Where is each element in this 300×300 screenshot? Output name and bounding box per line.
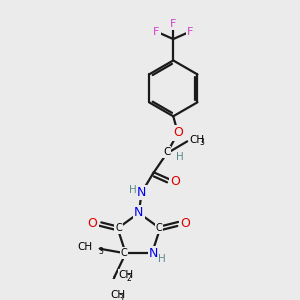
Text: 3: 3 (99, 247, 103, 256)
Text: H: H (129, 185, 137, 195)
Text: CH: CH (77, 242, 92, 252)
Text: CH: CH (110, 290, 125, 300)
Text: 3: 3 (118, 294, 123, 300)
Text: O: O (170, 175, 180, 188)
Text: H: H (176, 152, 184, 162)
Text: N: N (134, 206, 143, 220)
Text: H: H (158, 254, 166, 264)
Text: C: C (163, 147, 170, 157)
Text: CH: CH (118, 270, 134, 280)
Text: F: F (187, 27, 193, 37)
Text: C: C (121, 248, 127, 258)
Text: CH: CH (189, 134, 204, 145)
Text: F: F (170, 19, 176, 29)
Text: 3: 3 (199, 138, 204, 147)
Text: F: F (153, 27, 160, 37)
Text: O: O (88, 217, 98, 230)
Text: C: C (115, 224, 122, 233)
Text: O: O (180, 217, 190, 230)
Text: 2: 2 (127, 274, 131, 283)
Text: O: O (173, 127, 183, 140)
Text: N: N (137, 186, 146, 199)
Text: N: N (134, 206, 143, 220)
Text: C: C (156, 224, 163, 233)
Text: N: N (149, 247, 158, 260)
